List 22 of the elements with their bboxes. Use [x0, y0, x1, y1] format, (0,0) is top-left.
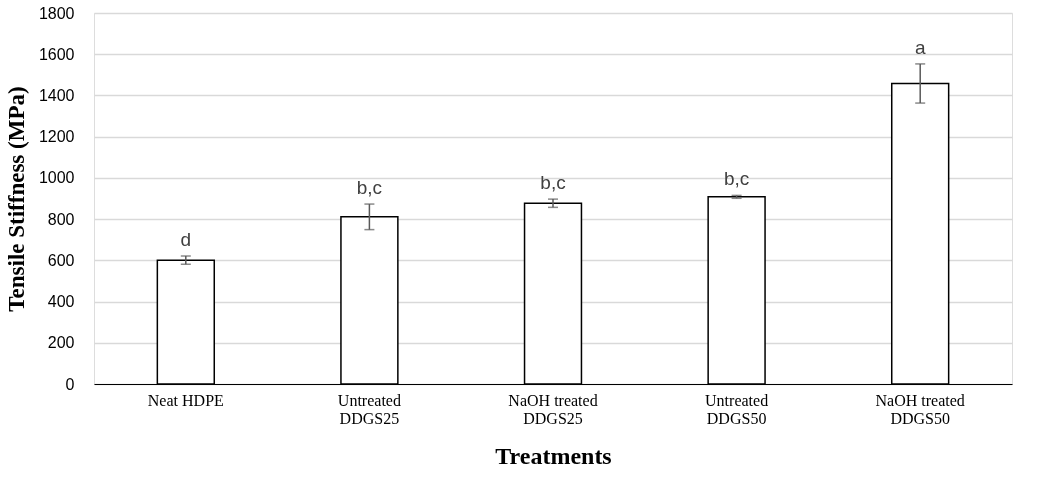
- x-tick-label: NaOH treated DDGS25: [508, 391, 598, 427]
- y-tick-label: 0: [65, 375, 75, 393]
- annotation: a: [914, 36, 926, 58]
- y-tick-label: 200: [47, 334, 75, 352]
- annotation: d: [180, 229, 192, 251]
- annotation: b,c: [540, 172, 566, 194]
- y-tick-label: 800: [47, 210, 75, 228]
- y-tick-label: 1600: [38, 45, 75, 63]
- y-tick-label: 600: [47, 251, 75, 269]
- y-axis-title: Tensile Stiffness (MPa): [3, 86, 29, 312]
- x-tick-label: Untreated DDGS50: [705, 391, 769, 427]
- x-tick-label: Untreated DDGS25: [337, 391, 401, 427]
- annotation: b,c: [356, 177, 383, 199]
- y-tick-label: 1200: [38, 128, 75, 146]
- y-tick-label: 1800: [38, 4, 75, 22]
- annotation: b,c: [723, 168, 750, 190]
- x-tick-label: Neat HDPE: [147, 391, 224, 409]
- x-tick-label: NaOH treated DDGS50: [875, 391, 965, 427]
- y-tick-label: 400: [47, 293, 75, 311]
- y-tick-label: 1000: [38, 169, 75, 187]
- x-axis-title: Treatments: [495, 442, 612, 469]
- y-tick-label: 1400: [38, 86, 75, 104]
